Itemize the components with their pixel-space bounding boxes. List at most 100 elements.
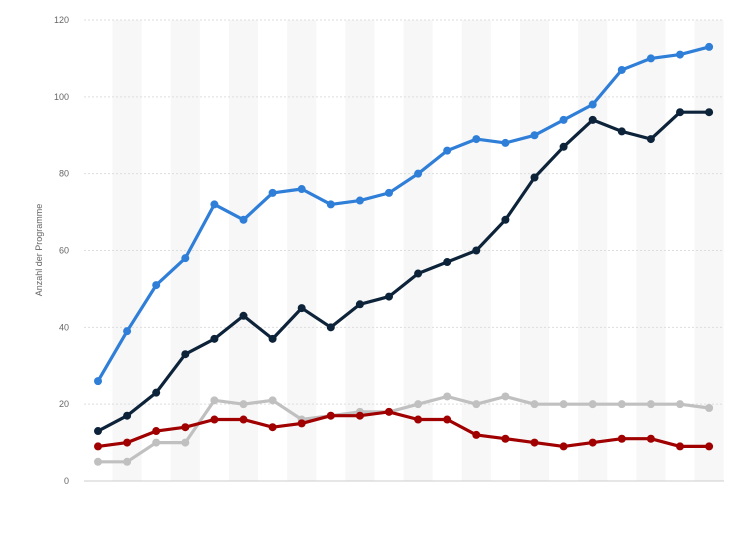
data-point[interactable] (385, 188, 393, 197)
data-point[interactable] (705, 404, 714, 413)
data-point[interactable] (559, 442, 568, 451)
data-point[interactable] (414, 169, 423, 178)
data-point[interactable] (646, 135, 655, 144)
y-tick-label: 80 (59, 169, 69, 179)
data-point[interactable] (472, 135, 481, 144)
data-point[interactable] (646, 434, 655, 443)
y-axis-tick-labels: 0 20 40 60 80 100 120 (54, 15, 69, 486)
y-tick-label: 120 (54, 15, 69, 25)
data-point[interactable] (559, 115, 568, 124)
data-point[interactable] (443, 258, 452, 267)
data-point[interactable] (501, 434, 510, 443)
data-point[interactable] (94, 427, 102, 436)
data-point[interactable] (530, 131, 539, 140)
data-point[interactable] (676, 108, 684, 117)
data-point[interactable] (181, 254, 190, 263)
data-point[interactable] (530, 400, 539, 409)
data-point[interactable] (152, 281, 161, 290)
y-tick-label: 40 (59, 322, 69, 332)
data-point[interactable] (414, 415, 423, 424)
data-point[interactable] (152, 427, 161, 436)
series-line (96, 110, 711, 433)
data-point[interactable] (676, 50, 684, 59)
data-point[interactable] (239, 311, 248, 320)
data-point[interactable] (646, 400, 655, 409)
series-0 (94, 42, 714, 386)
data-point[interactable] (210, 396, 219, 405)
data-point[interactable] (472, 246, 481, 255)
series-line (96, 394, 711, 464)
data-point[interactable] (297, 419, 306, 428)
data-point[interactable] (385, 292, 393, 301)
data-point[interactable] (559, 142, 568, 151)
y-tick-label: 20 (59, 399, 69, 409)
data-point[interactable] (181, 350, 190, 359)
data-point[interactable] (472, 400, 481, 409)
data-point[interactable] (326, 411, 335, 420)
data-point[interactable] (297, 185, 306, 194)
data-point[interactable] (297, 304, 306, 313)
y-axis-title: Anzahl der Programme (34, 204, 44, 297)
data-point[interactable] (268, 188, 277, 197)
data-point[interactable] (646, 54, 655, 63)
data-point[interactable] (385, 407, 393, 416)
data-point[interactable] (355, 196, 364, 205)
series-group (94, 42, 714, 466)
y-tick-label: 100 (54, 92, 69, 102)
data-point[interactable] (355, 300, 364, 309)
data-point[interactable] (94, 457, 102, 466)
data-point[interactable] (588, 438, 597, 447)
data-point[interactable] (617, 65, 626, 74)
data-point[interactable] (414, 400, 423, 409)
data-point[interactable] (588, 400, 597, 409)
y-tick-label: 60 (59, 246, 69, 256)
data-point[interactable] (94, 442, 102, 451)
data-point[interactable] (588, 100, 597, 109)
data-point[interactable] (181, 438, 190, 447)
data-point[interactable] (326, 200, 335, 209)
data-point[interactable] (559, 400, 568, 409)
data-point[interactable] (355, 411, 364, 420)
data-point[interactable] (239, 400, 248, 409)
data-point[interactable] (705, 108, 714, 117)
series-line (96, 45, 711, 383)
data-point[interactable] (239, 415, 248, 424)
data-point[interactable] (152, 438, 161, 447)
data-point[interactable] (210, 415, 219, 424)
data-point[interactable] (152, 388, 161, 397)
data-point[interactable] (210, 200, 219, 209)
data-point[interactable] (123, 438, 132, 447)
data-point[interactable] (443, 392, 452, 401)
data-point[interactable] (588, 115, 597, 124)
data-point[interactable] (705, 42, 714, 51)
data-point[interactable] (617, 434, 626, 443)
data-point[interactable] (676, 400, 684, 409)
data-point[interactable] (181, 423, 190, 432)
series-2 (94, 392, 714, 466)
data-point[interactable] (414, 269, 423, 278)
data-point[interactable] (443, 146, 452, 155)
data-point[interactable] (472, 430, 481, 439)
data-point[interactable] (123, 457, 132, 466)
data-point[interactable] (530, 438, 539, 447)
data-point[interactable] (501, 215, 510, 224)
data-point[interactable] (239, 215, 248, 224)
data-point[interactable] (326, 323, 335, 332)
data-point[interactable] (443, 415, 452, 424)
data-point[interactable] (123, 327, 132, 336)
data-point[interactable] (94, 377, 102, 386)
data-point[interactable] (617, 127, 626, 136)
data-point[interactable] (617, 400, 626, 409)
data-point[interactable] (123, 411, 132, 420)
data-point[interactable] (676, 442, 684, 451)
data-point[interactable] (501, 392, 510, 401)
data-point[interactable] (530, 173, 539, 182)
data-point[interactable] (501, 138, 510, 147)
data-point[interactable] (268, 396, 277, 405)
data-point[interactable] (705, 442, 714, 451)
data-point[interactable] (268, 334, 277, 343)
data-point[interactable] (210, 334, 219, 343)
data-point[interactable] (268, 423, 277, 432)
series-line (96, 410, 711, 448)
